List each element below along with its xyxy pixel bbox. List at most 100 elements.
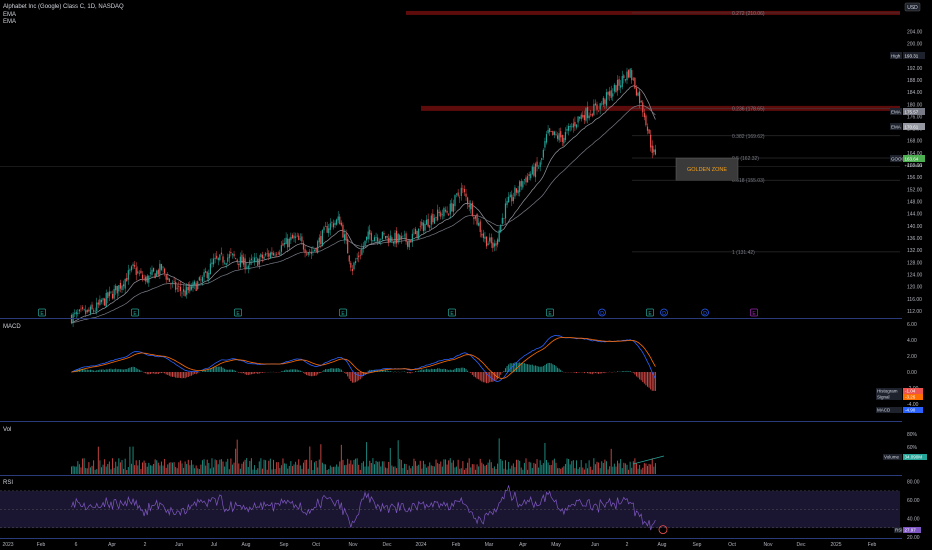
candle-body [601, 103, 603, 105]
macd-legend-value: -4.90 [905, 408, 916, 413]
volume-bar [593, 458, 595, 474]
candle-body [650, 134, 652, 148]
currency-label: USD [907, 5, 918, 11]
event-marker [701, 308, 709, 317]
volume-bar [613, 463, 615, 474]
macd-histogram-bar [320, 372, 322, 373]
volume-bar [94, 469, 96, 474]
macd-histogram-bar [291, 369, 293, 372]
rsi-line [71, 485, 656, 531]
chart-title: Alphabet Inc (Google) Class C, 1D, NASDA… [3, 4, 124, 10]
candle-body [347, 238, 349, 254]
candle-body [212, 258, 215, 265]
volume-bar [610, 448, 612, 474]
rsi-tick: 40.00 [907, 517, 920, 523]
volume-bar [252, 469, 254, 474]
macd-histogram-bar [336, 368, 338, 372]
rsi-tick: 80.00 [907, 480, 920, 486]
macd-histogram-bar [493, 372, 495, 382]
volume-bar [309, 446, 311, 474]
macd-histogram-bar [86, 369, 88, 372]
candle-body [515, 188, 518, 193]
volume-bar [487, 462, 489, 474]
event-marker-label: E [236, 311, 240, 317]
volume-bar [653, 466, 655, 474]
volume-bar [587, 468, 589, 474]
candle-body [162, 266, 164, 268]
candle-body [424, 223, 426, 231]
macd-histogram-bar [246, 372, 248, 375]
volume-bar [307, 468, 309, 474]
macd-histogram-bar [293, 369, 295, 372]
candle-body [288, 238, 290, 248]
macd-histogram-bar [599, 372, 601, 374]
volume-bar [206, 459, 208, 474]
macd-histogram-bar [310, 372, 312, 377]
volume-bar [634, 458, 636, 474]
candle-body [560, 131, 562, 138]
volume-bar [531, 468, 533, 474]
volume-bar [348, 463, 350, 474]
candle-body [378, 240, 380, 244]
volume-bar [445, 459, 447, 474]
volume-bar [192, 464, 194, 474]
candle-body [430, 215, 432, 225]
macd-histogram-bar [441, 369, 443, 372]
candle-body [465, 193, 467, 197]
volume-bar [336, 464, 338, 474]
macd-histogram-bar [299, 370, 301, 372]
volume-bar [516, 459, 518, 474]
candle-body [640, 100, 642, 103]
candle-body [574, 121, 576, 127]
volume-bar [547, 462, 549, 474]
candle-body [190, 286, 193, 290]
volume-bar [405, 464, 407, 474]
candle-body [225, 263, 227, 265]
event-marker [646, 308, 654, 317]
macd-histogram-bar [304, 372, 306, 375]
volume-bar [493, 466, 495, 474]
candle-body [392, 241, 395, 244]
indicator-label-ema-1[interactable]: EMA [3, 12, 17, 18]
macd-histogram-bar [183, 372, 185, 378]
candle-body [255, 257, 257, 258]
volume-bar [337, 466, 339, 474]
volume-bar [359, 469, 361, 474]
time-tick: Jul [211, 542, 217, 548]
macd-histogram-bar [435, 369, 437, 372]
volume-bar [93, 460, 95, 474]
macd-histogram-bar [214, 366, 216, 372]
candle-body [531, 166, 533, 175]
volume-bar [628, 469, 630, 474]
candle-body [429, 225, 431, 228]
macd-histogram-bar [506, 366, 508, 372]
macd-histogram-bar [433, 368, 435, 372]
macd-histogram-bar [369, 369, 371, 372]
volume-bar [364, 466, 366, 474]
volume-legend-name: Volume [884, 455, 900, 460]
candle-body [290, 237, 292, 241]
candle-body [394, 232, 396, 244]
volume-bar [602, 462, 604, 474]
volume-bar [239, 468, 241, 474]
volume-bar [415, 461, 417, 474]
candle-body [460, 187, 462, 196]
volume-bar [399, 458, 401, 474]
macd-legend-box [903, 407, 923, 413]
macd-histogram-bar [643, 372, 645, 384]
macd-histogram-bar [228, 369, 230, 372]
volume-bar [342, 459, 344, 474]
candle-body [438, 211, 440, 213]
volume-bar [75, 466, 77, 474]
macd-histogram-bar [220, 366, 222, 372]
candle-body [75, 311, 77, 315]
candle-body [113, 288, 115, 299]
macd-histogram-bar [102, 369, 104, 372]
macd-histogram-bar [224, 368, 226, 372]
volume-bar [282, 458, 284, 474]
candle-body [479, 221, 481, 232]
candle-body [591, 114, 593, 116]
indicator-label-ema-2[interactable]: EMA [3, 19, 17, 25]
candle-body [377, 237, 379, 242]
